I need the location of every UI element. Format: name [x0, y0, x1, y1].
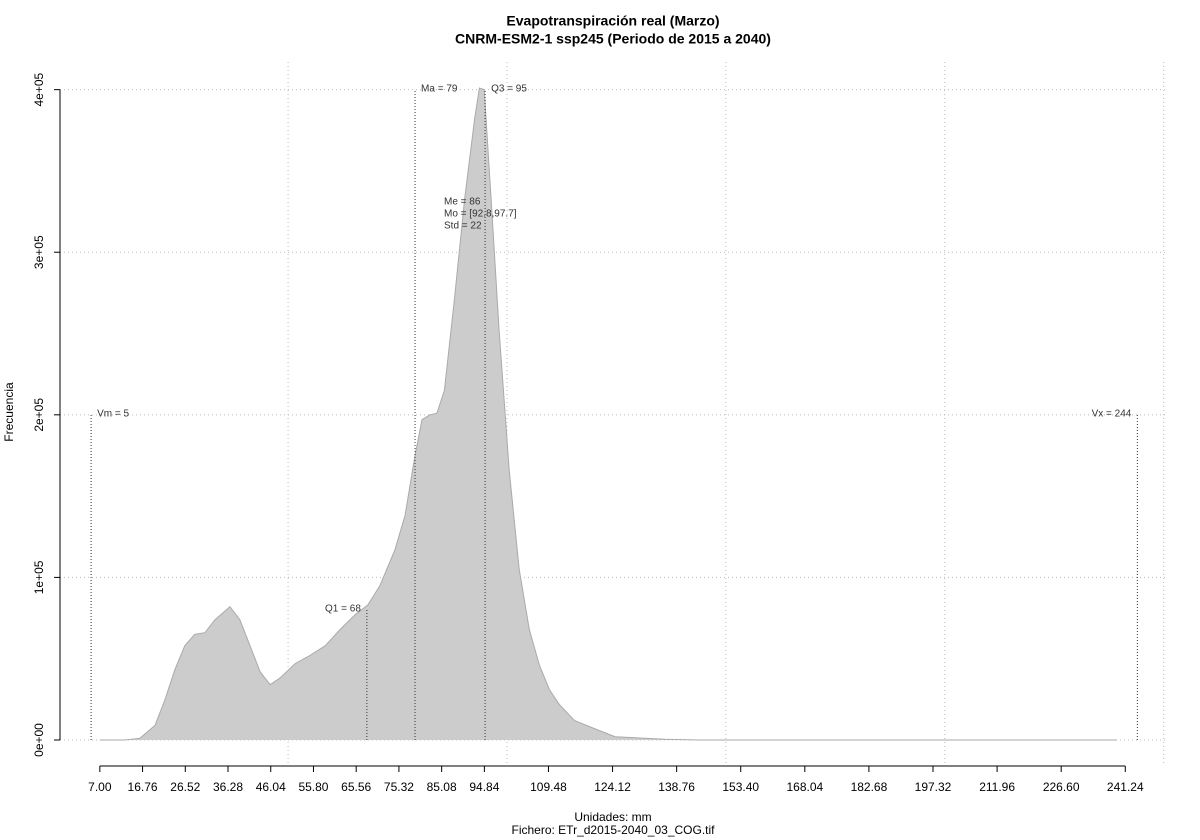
y-tick-label: 4e+05	[32, 72, 46, 106]
y-tick-label: 1e+05	[32, 560, 46, 594]
x-tick-label: 55.80	[298, 780, 328, 794]
x-tick-label: 226.60	[1043, 780, 1080, 794]
x-tick-label: 241.24	[1107, 780, 1144, 794]
y-tick-label: 2e+05	[32, 398, 46, 432]
x-tick-label: 26.52	[170, 780, 200, 794]
x-tick-label: 138.76	[658, 780, 695, 794]
annotation-label: Vm = 5	[97, 408, 129, 419]
annotation-label: Vx = 244	[1092, 408, 1132, 419]
x-tick-label: 16.76	[128, 780, 158, 794]
x-tick-label: 197.32	[915, 780, 952, 794]
x-tick-label: 109.48	[530, 780, 567, 794]
area-line	[99, 87, 1117, 741]
stats-label: Mo = [92.8,97.7]	[444, 209, 517, 220]
x-tick-label: 211.96	[979, 780, 1015, 794]
area-fill	[99, 88, 1117, 740]
chart-subtitle: CNRM-ESM2-1 ssp245 (Periodo de 2015 a 20…	[455, 31, 771, 47]
x-tick-label: 85.08	[427, 780, 457, 794]
stats-label: Me = 86	[444, 197, 481, 208]
x-tick-label: 182.68	[851, 780, 888, 794]
x-tick-label: 94.84	[469, 780, 499, 794]
x-tick-label: 153.40	[722, 780, 759, 794]
y-tick-label: 3e+05	[32, 235, 46, 269]
annotation-label: Ma = 79	[421, 83, 458, 94]
x-tick-label: 7.00	[88, 780, 112, 794]
y-axis-label: Frecuencia	[2, 382, 16, 442]
x-axis-label: Unidades: mm	[574, 810, 651, 824]
x-tick-label: 36.28	[213, 780, 243, 794]
annotation-label: Q3 = 95	[491, 83, 527, 94]
x-tick-label: 168.04	[786, 780, 823, 794]
x-tick-label: 75.32	[384, 780, 414, 794]
x-tick-label: 65.56	[341, 780, 371, 794]
stats-label: Std = 22	[444, 221, 482, 232]
caption: Fichero: ETr_d2015-2040_03_COG.tif	[512, 823, 716, 837]
x-tick-label: 124.12	[594, 780, 631, 794]
annotation-label: Q1 = 68	[325, 604, 361, 615]
chart-title: Evapotranspiración real (Marzo)	[506, 13, 719, 29]
x-tick-label: 46.04	[256, 780, 286, 794]
y-tick-label: 0e+00	[32, 723, 46, 757]
